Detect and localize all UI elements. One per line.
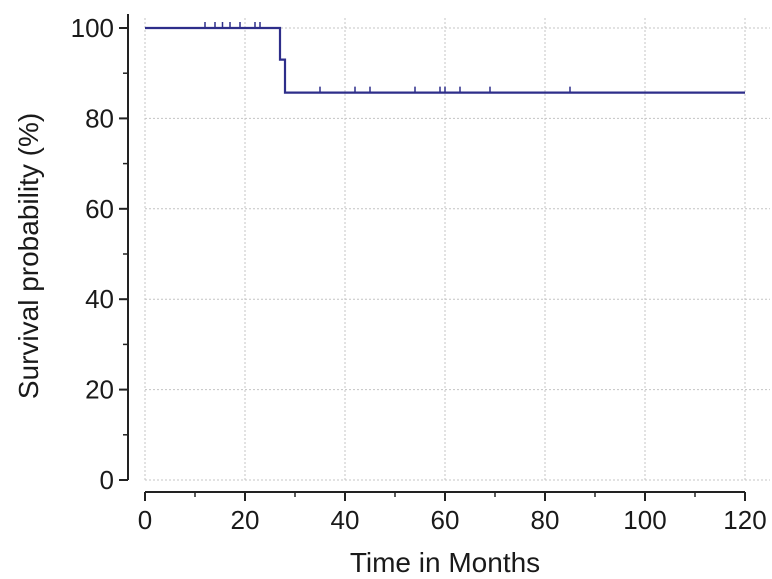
y-tick-label: 0 <box>100 465 114 495</box>
x-tick-label: 40 <box>331 505 360 535</box>
y-tick-label: 60 <box>85 194 114 224</box>
ticks: 0 20 40 60 80 100 0 20 40 60 80 100 120 <box>71 13 767 535</box>
survival-series <box>145 22 745 94</box>
y-axis-title: Survival probability (%) <box>13 113 44 399</box>
y-tick-label: 20 <box>85 375 114 405</box>
x-tick-label: 100 <box>623 505 666 535</box>
survival-step-line <box>145 26 745 94</box>
gridlines <box>144 18 770 481</box>
y-tick-label: 80 <box>85 103 114 133</box>
y-tick-label: 100 <box>71 13 114 43</box>
x-tick-label: 20 <box>231 505 260 535</box>
x-tick-label: 80 <box>531 505 560 535</box>
y-tick-label: 40 <box>85 284 114 314</box>
axes <box>127 14 745 493</box>
x-tick-label: 120 <box>723 505 766 535</box>
x-axis-title: Time in Months <box>350 547 540 578</box>
x-tick-label: 60 <box>431 505 460 535</box>
x-tick-label: 0 <box>138 505 152 535</box>
